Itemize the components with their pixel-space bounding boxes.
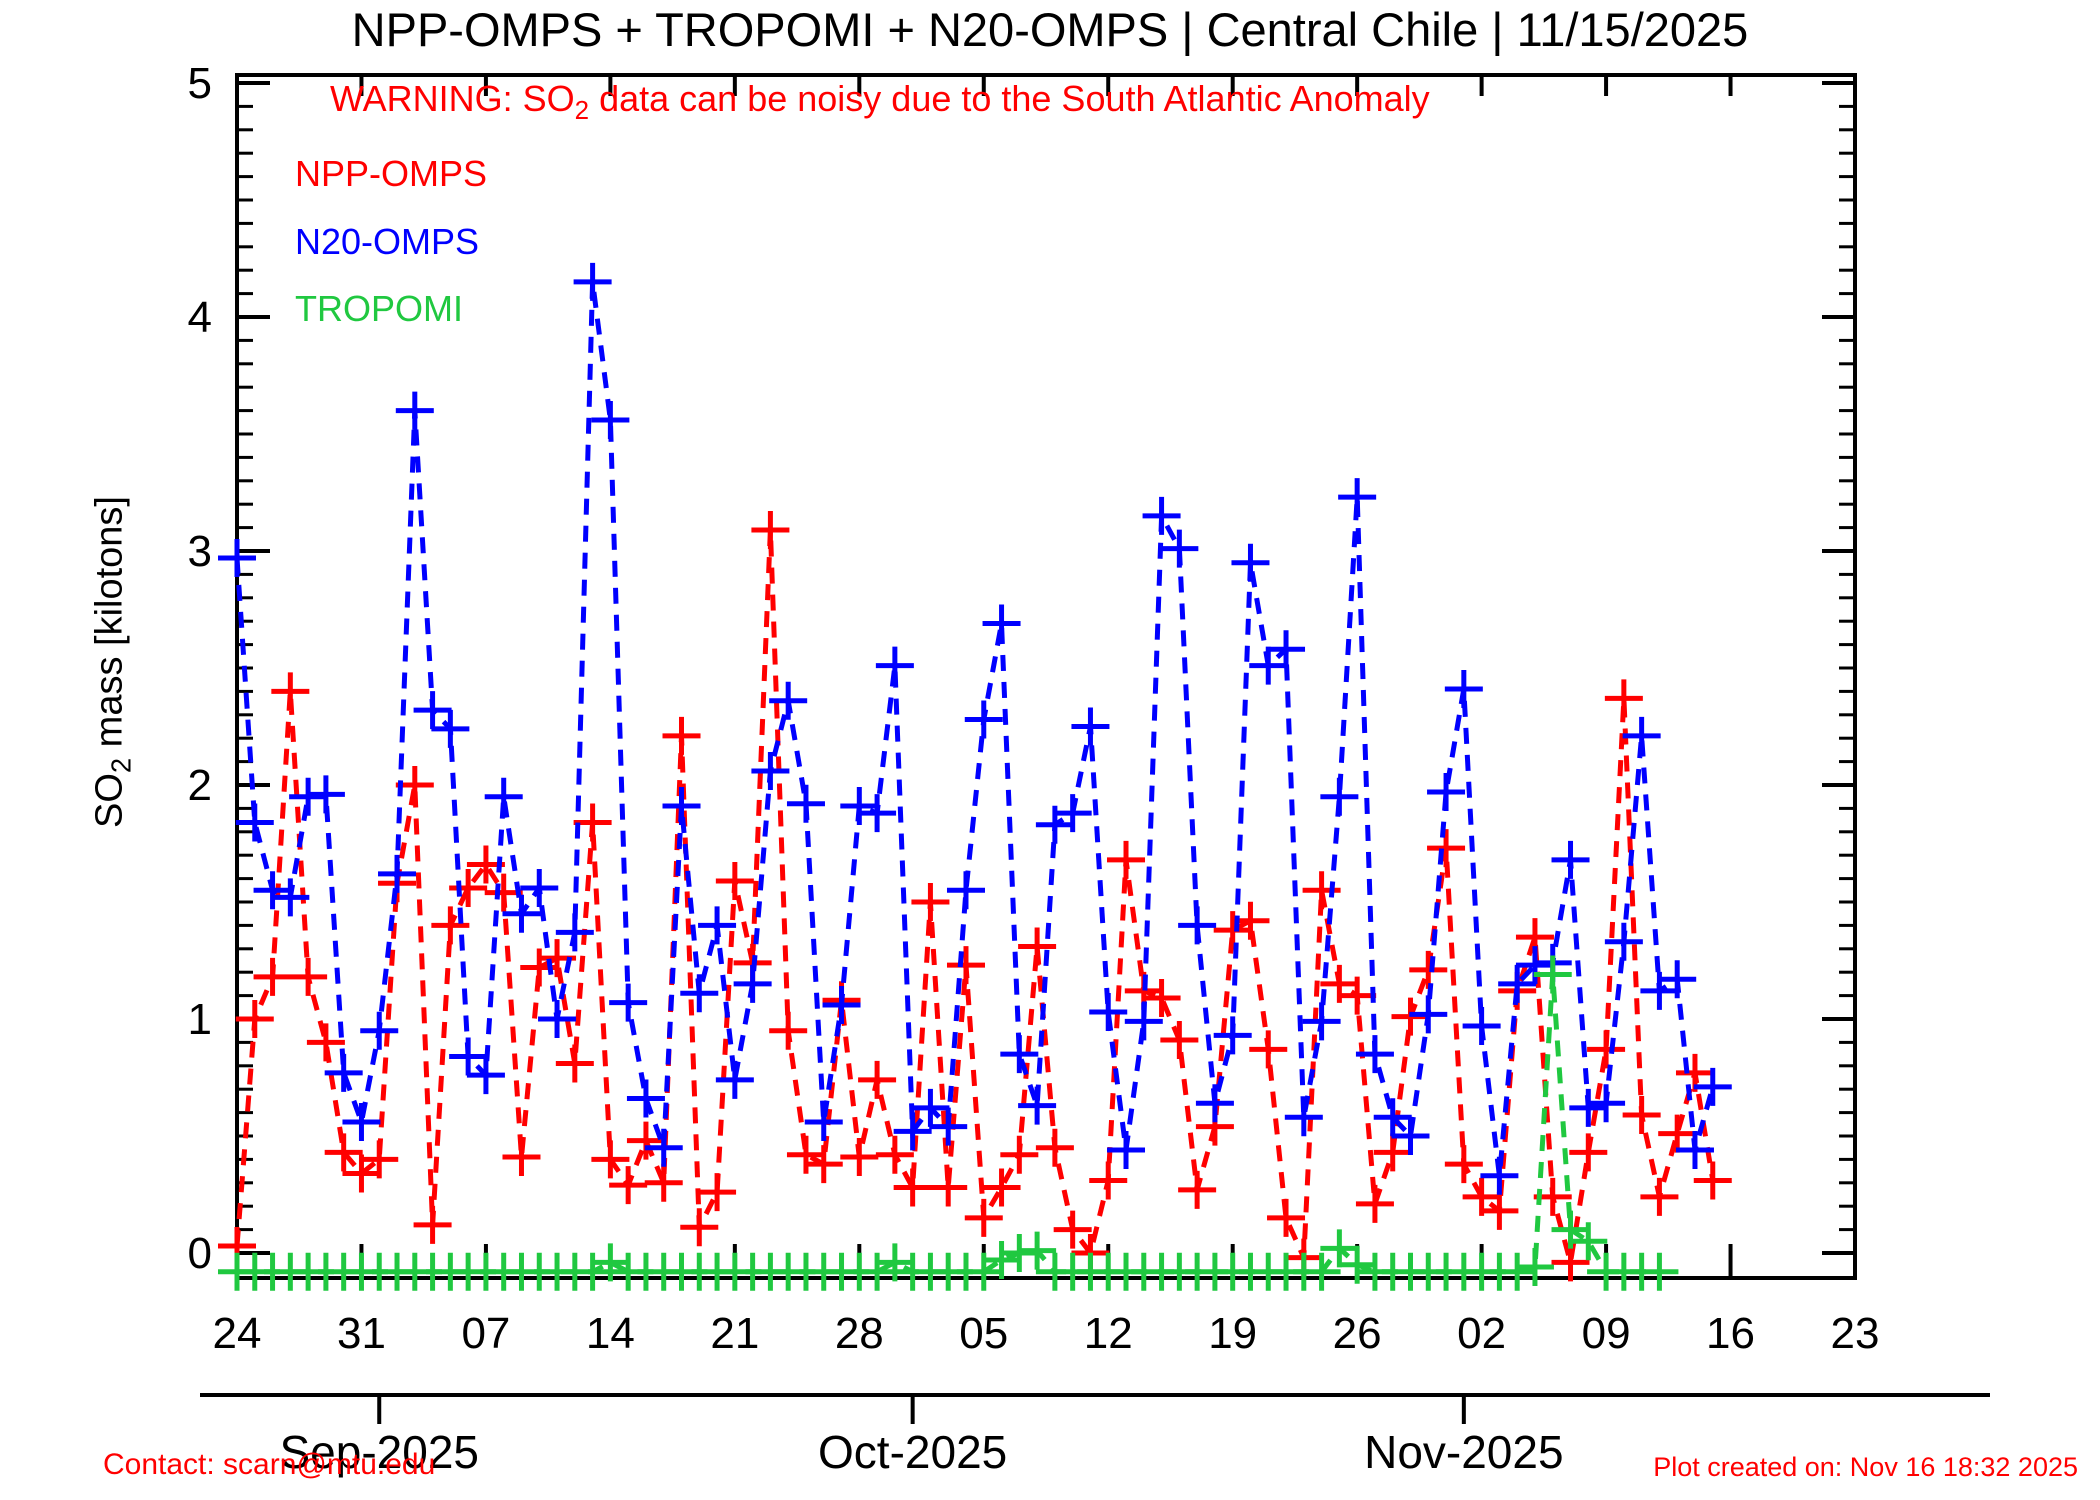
svg-text:26: 26 bbox=[1333, 1309, 1382, 1358]
warning-banner: WARNING: SO2 data can be noisy due to th… bbox=[330, 78, 1430, 126]
svg-text:05: 05 bbox=[959, 1309, 1008, 1358]
svg-text:Nov-2025: Nov-2025 bbox=[1364, 1426, 1563, 1478]
svg-text:0: 0 bbox=[188, 1229, 212, 1278]
svg-text:12: 12 bbox=[1084, 1309, 1133, 1358]
svg-text:19: 19 bbox=[1208, 1309, 1257, 1358]
svg-text:3: 3 bbox=[188, 527, 212, 576]
y-axis-label: SO2 mass [kilotons] bbox=[88, 496, 137, 828]
svg-text:07: 07 bbox=[461, 1309, 510, 1358]
plot-frame bbox=[235, 73, 1857, 1280]
contact-text: Contact: scarn@mtu.edu bbox=[103, 1448, 436, 1481]
plot-created-text: Plot created on: Nov 16 18:32 2025 bbox=[1653, 1452, 2078, 1482]
svg-text:Sep-2025: Sep-2025 bbox=[279, 1426, 479, 1478]
svg-text:16: 16 bbox=[1706, 1309, 1755, 1358]
warning-post: data can be noisy due to the South Atlan… bbox=[589, 78, 1430, 119]
chart-title: NPP-OMPS + TROPOMI + N20-OMPS | Central … bbox=[351, 3, 1749, 56]
month-axis: Sep-2025 Oct-2025 Nov-2025 bbox=[200, 1393, 1990, 1478]
svg-text:1: 1 bbox=[188, 995, 212, 1044]
svg-text:31: 31 bbox=[337, 1309, 386, 1358]
svg-text:2: 2 bbox=[188, 761, 212, 810]
svg-text:09: 09 bbox=[1582, 1309, 1631, 1358]
svg-text:Oct-2025: Oct-2025 bbox=[818, 1426, 1007, 1478]
series-tropomi bbox=[218, 955, 1679, 1291]
series-line-n20-omps bbox=[234, 281, 1716, 1177]
y-axis: 0 1 2 3 4 5 bbox=[188, 59, 1855, 1278]
svg-text:28: 28 bbox=[835, 1309, 884, 1358]
series-line-npp-omps bbox=[234, 529, 1716, 1264]
svg-text:24: 24 bbox=[213, 1309, 262, 1358]
legend-item-npp-omps: NPP-OMPS bbox=[295, 153, 488, 194]
svg-text:23: 23 bbox=[1831, 1309, 1880, 1358]
legend-item-n20-omps: N20-OMPS bbox=[295, 221, 480, 262]
x-axis: 24 31 07 14 21 28 05 12 19 26 02 09 16 23 bbox=[213, 75, 1880, 1358]
series-npp-omps bbox=[218, 510, 1732, 1282]
warning-sub: 2 bbox=[574, 97, 590, 126]
svg-text:14: 14 bbox=[586, 1309, 635, 1358]
svg-text:4: 4 bbox=[188, 293, 212, 342]
svg-text:21: 21 bbox=[710, 1309, 759, 1358]
svg-text:02: 02 bbox=[1457, 1309, 1506, 1358]
svg-text:5: 5 bbox=[188, 59, 212, 108]
legend-item-tropomi: TROPOMI bbox=[295, 288, 463, 329]
series-markers-tropomi bbox=[218, 955, 1679, 1291]
warning-pre: WARNING: SO bbox=[330, 78, 575, 119]
